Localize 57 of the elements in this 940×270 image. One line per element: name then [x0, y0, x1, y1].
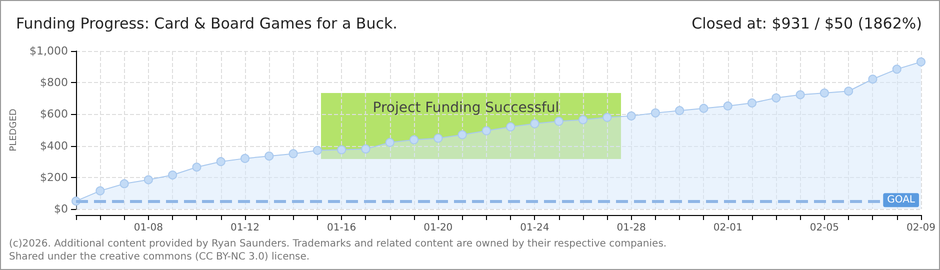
annotation: Project Funding Successful [372, 100, 560, 116]
point [530, 119, 540, 128]
y-tick-label: $200 [40, 170, 68, 184]
x-tick-label: 01-08 [134, 222, 163, 234]
x-tick-label: 01-12 [230, 222, 260, 234]
y-tick-label: $1,000 [30, 44, 68, 58]
point [458, 130, 467, 140]
point [578, 115, 588, 124]
point [192, 162, 202, 172]
x-tick-label: 01-24 [520, 222, 550, 234]
point [216, 157, 226, 166]
point [410, 135, 418, 144]
point [675, 106, 684, 116]
point [482, 126, 491, 136]
text: Shared under the creative commons (CC BY-NC 3.0) license. [9, 252, 310, 262]
text: (c)2026. Additional content provided by Ryan Saunders. Trademarks and related content are owned by their respective companies. [9, 238, 667, 250]
point [626, 111, 636, 120]
y-axis-title: PLEDGED [9, 108, 20, 152]
y-tick-label: $800 [40, 76, 68, 90]
point [868, 74, 878, 84]
point [820, 88, 829, 98]
point [892, 64, 902, 74]
point [844, 86, 854, 96]
point [748, 98, 756, 108]
point [264, 152, 274, 161]
x-tick-label: 02-01 [713, 222, 742, 234]
point [144, 175, 153, 184]
point [168, 170, 178, 180]
point [650, 108, 660, 118]
ref-line-label: GOAL [887, 194, 916, 206]
chart-subtitle: Closed at: $931 / $50 (1862%) [692, 14, 922, 32]
x-tick-label: 01-28 [616, 222, 646, 234]
point [434, 134, 443, 143]
point [120, 179, 129, 188]
point [96, 186, 105, 196]
point [699, 104, 708, 113]
point [240, 154, 250, 163]
chart-title: Funding Progress: Card & Board Games for a Buck. [16, 14, 398, 32]
point [554, 116, 564, 126]
point [361, 144, 370, 154]
y-tick-label: $600 [40, 108, 68, 121]
point [337, 145, 346, 154]
y-tick-label: $0 [54, 202, 68, 216]
point [288, 149, 298, 158]
x-tick-label: 02-09 [906, 222, 936, 234]
point [723, 101, 732, 110]
y-tick-label: $400 [40, 139, 68, 152]
point [385, 138, 394, 147]
point [916, 57, 926, 66]
point [312, 146, 322, 155]
point [796, 90, 805, 100]
point [602, 112, 612, 122]
x-tick-label: 01-20 [424, 222, 453, 234]
point [772, 93, 781, 102]
x-tick-label: 02-05 [810, 222, 839, 234]
x-tick-label: 01-16 [327, 222, 356, 234]
point [506, 122, 516, 132]
